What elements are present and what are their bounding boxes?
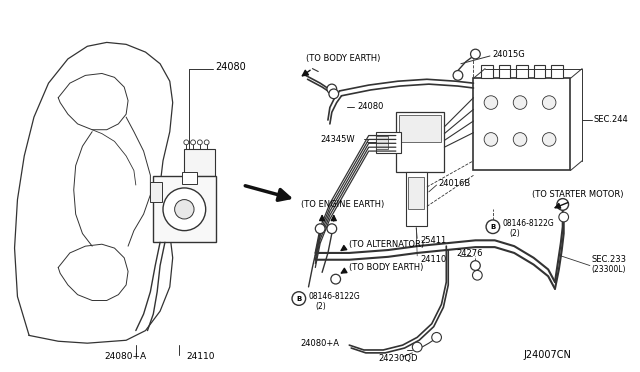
Text: SEC.233: SEC.233 [592,255,627,264]
Circle shape [163,188,205,231]
Text: SEC.244: SEC.244 [594,115,628,124]
Circle shape [412,342,422,352]
Bar [154,176,216,242]
Text: 24110: 24110 [186,352,215,361]
Text: (23300L): (23300L) [592,265,627,274]
Circle shape [191,140,195,145]
Circle shape [542,96,556,109]
Circle shape [453,71,463,80]
Text: 24345W: 24345W [320,135,355,144]
Text: 24276: 24276 [456,249,483,259]
Bar [551,65,563,78]
Bar [408,177,424,209]
Bar [376,135,388,149]
Text: (TO ALTERNATOR): (TO ALTERNATOR) [349,240,424,249]
Circle shape [557,199,568,210]
Circle shape [542,133,556,146]
Text: B: B [296,295,301,302]
Bar [182,172,197,184]
Text: 24015G: 24015G [492,49,525,58]
Bar [474,78,570,170]
Text: 24230QD: 24230QD [378,354,418,363]
Circle shape [472,270,482,280]
Circle shape [513,96,527,109]
Text: B: B [490,224,495,230]
Text: (2): (2) [509,229,520,238]
Circle shape [292,292,306,305]
Circle shape [184,140,189,145]
Circle shape [329,89,339,99]
Circle shape [197,140,202,145]
Text: 08146-8122G: 08146-8122G [308,292,360,301]
Circle shape [175,200,194,219]
Text: 08146-8122G: 08146-8122G [502,219,554,228]
Text: 25411: 25411 [420,236,446,245]
Circle shape [327,84,337,94]
Circle shape [316,224,325,234]
Bar [150,182,162,202]
Circle shape [470,261,480,270]
Bar [376,132,401,153]
Circle shape [559,212,568,222]
Text: 24080+A: 24080+A [105,352,147,361]
Text: 24080+A: 24080+A [301,339,340,348]
Circle shape [470,49,480,59]
Bar [184,149,216,176]
Text: (TO BODY EARTH): (TO BODY EARTH) [349,263,424,272]
Text: 24080: 24080 [357,102,383,111]
Text: 24016B: 24016B [438,179,471,187]
Bar [499,65,510,78]
Text: J24007CN: J24007CN [524,350,572,360]
Circle shape [513,133,527,146]
Circle shape [484,133,498,146]
Circle shape [484,96,498,109]
Circle shape [204,140,209,145]
Text: 24110: 24110 [420,255,446,264]
Circle shape [432,333,442,342]
Circle shape [331,274,340,284]
Text: 24080: 24080 [216,62,246,72]
Text: (TO ENGINE EARTH): (TO ENGINE EARTH) [301,200,384,209]
Circle shape [327,224,337,234]
Bar [516,65,528,78]
Text: (TO STARTER MOTOR): (TO STARTER MOTOR) [532,190,623,199]
Text: (2): (2) [316,302,326,311]
Bar [399,115,442,142]
Text: (TO BODY EARTH): (TO BODY EARTH) [306,54,380,63]
Bar [481,65,493,78]
Circle shape [486,220,500,234]
Bar [534,65,545,78]
Bar [406,172,427,226]
Bar [396,112,444,172]
